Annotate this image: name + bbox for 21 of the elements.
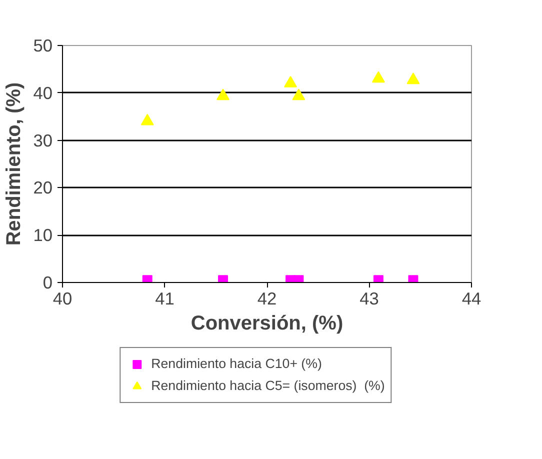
y-axis-title: Rendimiento, (%) <box>3 82 26 246</box>
y-tick-label: 30 <box>33 130 53 150</box>
point <box>292 88 306 100</box>
legend-label: Rendimiento hacia C5= (isomeros) (%) <box>151 378 385 393</box>
legend-label: Rendimiento hacia C10+ (%) <box>151 356 322 371</box>
y-tick-label: 0 <box>42 272 53 292</box>
point <box>406 72 420 84</box>
point <box>372 71 385 83</box>
y-tick-label: 20 <box>33 178 53 198</box>
x-axis-title: Conversión, (%) <box>190 312 344 334</box>
x-tick-label: 43 <box>360 288 379 308</box>
y-tick-label: 10 <box>33 225 53 246</box>
y-tick-label: 40 <box>33 82 53 103</box>
x-tick-label: 40 <box>52 288 72 308</box>
x-tick-label: 41 <box>155 288 174 308</box>
point <box>216 88 230 100</box>
x-tick-label: 44 <box>462 288 482 308</box>
y-tick-label: 50 <box>33 36 53 56</box>
point <box>284 76 298 88</box>
point <box>140 114 154 126</box>
x-tick-label: 42 <box>257 288 277 308</box>
